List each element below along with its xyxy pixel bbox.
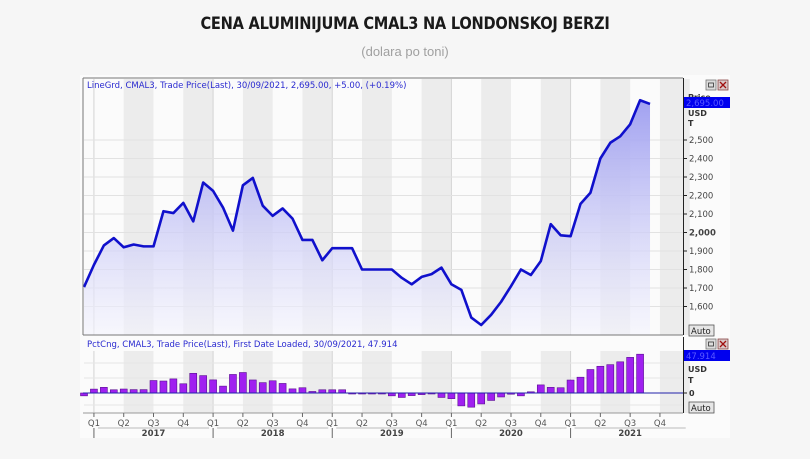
svg-text:Q4: Q4 bbox=[177, 419, 189, 429]
svg-text:Q2: Q2 bbox=[237, 419, 249, 429]
top-pane-auto-button[interactable]: Auto bbox=[688, 324, 715, 337]
svg-text:2,300: 2,300 bbox=[689, 173, 713, 183]
last-price-value: 2,695.00 bbox=[686, 99, 724, 109]
svg-text:Q3: Q3 bbox=[267, 419, 279, 429]
bottom-pane-auto-button[interactable]: Auto bbox=[688, 401, 715, 414]
last-pct-value: 47.914 bbox=[686, 352, 716, 362]
svg-text:Q2: Q2 bbox=[475, 419, 487, 429]
time-axis: Q1 Q2 Q3 Q4 Q1 Q2 Q3 Q4 Q1 Q2 Q3 Q4 Q1 Q2 Q3 Q4 Q1 Q2 Q3 Q4… bbox=[88, 413, 686, 439]
svg-text:2018: 2018 bbox=[261, 429, 285, 438]
svg-text:2,100: 2,100 bbox=[689, 210, 713, 220]
svg-text:Q1: Q1 bbox=[88, 419, 100, 429]
svg-text:2,200: 2,200 bbox=[689, 192, 713, 202]
zero-tick-label: 0 bbox=[689, 389, 695, 398]
svg-text:Q1: Q1 bbox=[326, 419, 338, 429]
svg-text:Q1: Q1 bbox=[565, 419, 577, 429]
svg-text:1,800: 1,800 bbox=[689, 266, 713, 276]
svg-text:Q4: Q4 bbox=[654, 419, 666, 429]
price-axis-ticks: 2,500 2,400 2,300 2,200 2,100 2,000 1,900 1,800… bbox=[683, 136, 716, 313]
svg-text:Auto: Auto bbox=[691, 404, 711, 414]
chart-panel: 2,500 2,400 2,300 2,200 2,100 2,000 1,900 1,800… bbox=[80, 75, 730, 439]
svg-text:Q2: Q2 bbox=[118, 419, 130, 429]
svg-text:Q1: Q1 bbox=[207, 419, 219, 429]
svg-text:2021: 2021 bbox=[618, 429, 642, 438]
svg-text:1,900: 1,900 bbox=[689, 247, 713, 257]
svg-text:Q3: Q3 bbox=[386, 419, 398, 429]
svg-text:2,500: 2,500 bbox=[689, 136, 713, 146]
svg-text:Q2: Q2 bbox=[594, 419, 606, 429]
bottom-pane-restore-button[interactable] bbox=[705, 338, 717, 350]
svg-text:2017: 2017 bbox=[142, 429, 166, 438]
svg-text:2,000: 2,000 bbox=[689, 229, 716, 239]
svg-text:2020: 2020 bbox=[499, 429, 523, 438]
pct-axis-label-t: T bbox=[688, 376, 694, 385]
price-area-fill bbox=[84, 100, 651, 335]
top-pane-close-button[interactable] bbox=[717, 79, 729, 91]
last-price-badge bbox=[684, 97, 730, 108]
price-axis-label-usd: USD bbox=[688, 109, 707, 118]
price-axis-label-t: T bbox=[688, 119, 694, 128]
svg-text:Q4: Q4 bbox=[416, 419, 428, 429]
svg-text:Q3: Q3 bbox=[147, 419, 159, 429]
pct-axis-label-usd: USD bbox=[688, 365, 707, 374]
top-pane-restore-button[interactable] bbox=[705, 79, 717, 91]
chart-title: CENA ALUMINIJUMA CMAL3 NA LONDONSKOJ BER… bbox=[200, 14, 610, 34]
svg-text:Q1: Q1 bbox=[445, 419, 457, 429]
svg-text:Q3: Q3 bbox=[505, 419, 517, 429]
svg-text:1,700: 1,700 bbox=[689, 284, 713, 294]
svg-text:Q4: Q4 bbox=[296, 419, 308, 429]
last-pct-badge bbox=[684, 350, 730, 361]
chart-subtitle: (dolara po toni) bbox=[361, 44, 449, 59]
top-pane-legend: LineGrd, CMAL3, Trade Price(Last), 30/09… bbox=[87, 81, 406, 91]
svg-text:Q4: Q4 bbox=[535, 419, 547, 429]
svg-text:2,400: 2,400 bbox=[689, 155, 713, 165]
pct-change-bars bbox=[80, 353, 644, 408]
price-line bbox=[82, 98, 651, 327]
svg-text:1,600: 1,600 bbox=[689, 303, 713, 313]
svg-text:Q2: Q2 bbox=[356, 419, 368, 429]
bottom-pane-legend: PctCng, CMAL3, Trade Price(Last), First … bbox=[87, 340, 398, 350]
bottom-pane-close-button[interactable] bbox=[717, 338, 729, 350]
svg-text:Auto: Auto bbox=[691, 327, 711, 337]
svg-text:2019: 2019 bbox=[380, 429, 404, 438]
svg-text:Q3: Q3 bbox=[624, 419, 636, 429]
